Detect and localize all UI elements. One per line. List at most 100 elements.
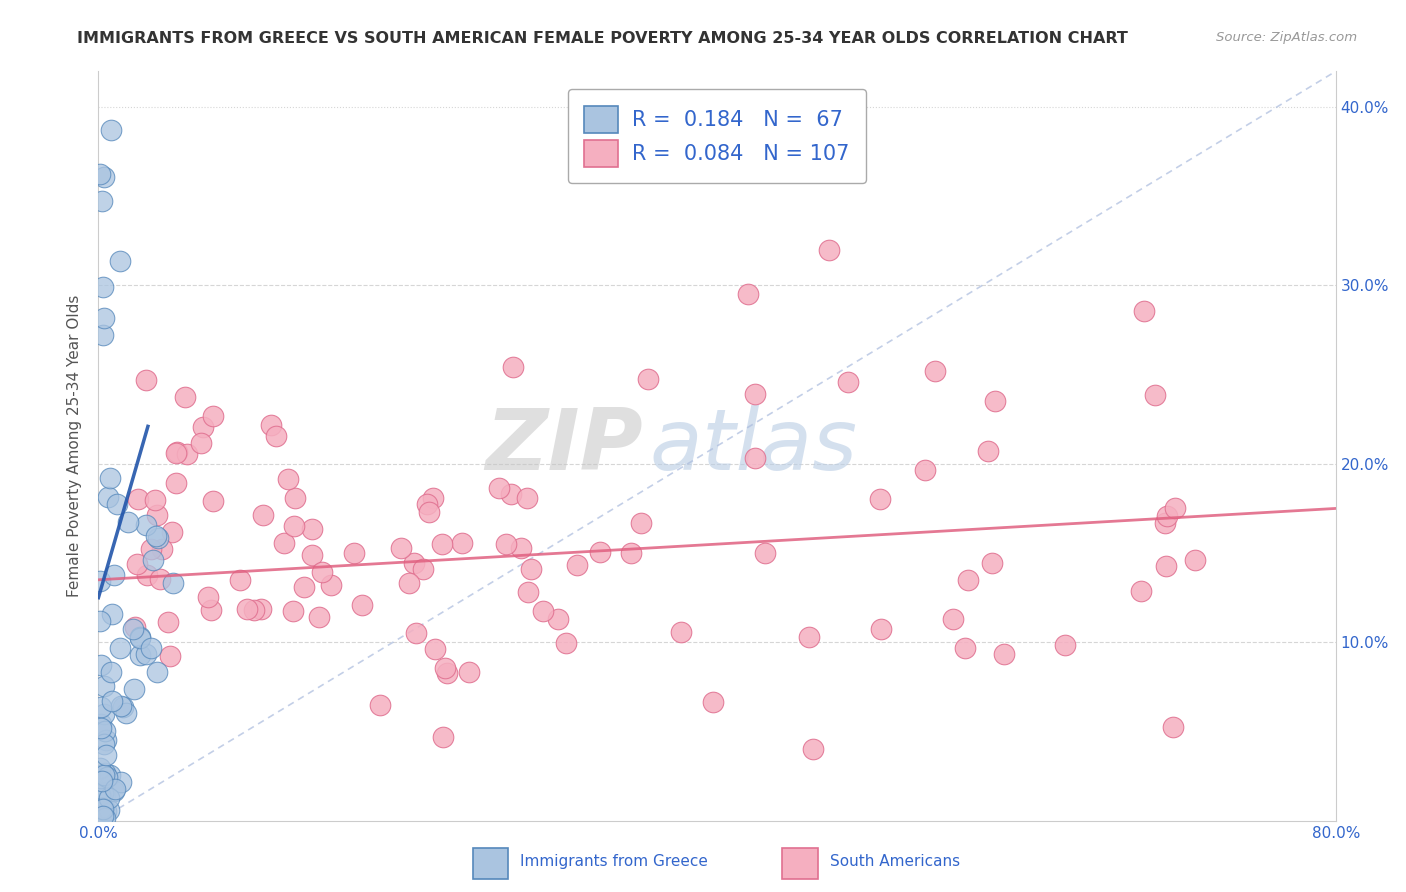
- Point: [93, 707, 115, 722]
- Point: [89, 788, 111, 802]
- Point: [139, 640, 162, 655]
- Legend: R =  0.184   N =  67, R =  0.084   N = 107: R = 0.184 N = 67, R = 0.084 N = 107: [568, 89, 866, 184]
- Point: [94, 733, 117, 747]
- Point: [488, 481, 510, 495]
- Point: [1164, 500, 1187, 515]
- Point: [201, 493, 224, 508]
- Point: [509, 541, 531, 555]
- Point: [117, 515, 139, 529]
- Point: [957, 573, 980, 587]
- Point: [398, 576, 420, 591]
- Point: [159, 649, 181, 664]
- Point: [91, 194, 114, 208]
- Point: [146, 508, 169, 522]
- Point: [89, 614, 111, 628]
- Point: [418, 505, 440, 519]
- Point: [803, 742, 825, 756]
- FancyBboxPatch shape: [782, 848, 818, 879]
- Point: [90, 801, 112, 815]
- Point: [531, 604, 554, 618]
- Point: [93, 767, 115, 781]
- Point: [458, 665, 481, 680]
- Point: [1156, 508, 1178, 523]
- Point: [516, 585, 538, 599]
- Point: [100, 665, 122, 679]
- Point: [104, 782, 127, 797]
- Point: [197, 590, 219, 604]
- Y-axis label: Female Poverty Among 25-34 Year Olds: Female Poverty Among 25-34 Year Olds: [67, 295, 83, 597]
- Point: [637, 372, 659, 386]
- Point: [93, 679, 115, 693]
- Point: [115, 706, 138, 721]
- Point: [416, 497, 439, 511]
- Point: [91, 327, 114, 342]
- Text: South Americans: South Americans: [830, 855, 960, 869]
- Point: [993, 647, 1015, 661]
- FancyBboxPatch shape: [472, 848, 509, 879]
- Point: [129, 648, 152, 662]
- Point: [90, 700, 112, 714]
- Point: [301, 522, 323, 536]
- Point: [90, 657, 112, 672]
- Point: [93, 737, 115, 751]
- Point: [125, 557, 148, 571]
- Point: [1054, 638, 1077, 652]
- Point: [89, 167, 111, 181]
- Point: [124, 620, 146, 634]
- Point: [165, 475, 187, 490]
- Text: Source: ZipAtlas.com: Source: ZipAtlas.com: [1216, 31, 1357, 45]
- Point: [425, 642, 447, 657]
- Point: [100, 123, 122, 137]
- Point: [89, 761, 111, 775]
- Point: [502, 359, 524, 374]
- Point: [980, 556, 1002, 570]
- Point: [1143, 388, 1166, 402]
- Point: [110, 698, 132, 713]
- Point: [201, 409, 224, 423]
- Point: [430, 536, 453, 550]
- Point: [135, 568, 157, 582]
- Point: [869, 623, 891, 637]
- Point: [797, 630, 820, 644]
- Point: [260, 417, 283, 432]
- Point: [744, 451, 766, 466]
- Point: [97, 490, 120, 504]
- Point: [284, 491, 307, 506]
- Point: [149, 572, 172, 586]
- Point: [292, 580, 315, 594]
- Point: [166, 445, 188, 459]
- Point: [98, 768, 121, 782]
- Point: [93, 170, 115, 185]
- Point: [321, 578, 343, 592]
- Point: [162, 575, 184, 590]
- Point: [236, 602, 259, 616]
- Point: [96, 748, 118, 763]
- Point: [110, 254, 132, 268]
- Point: [1154, 516, 1177, 531]
- Point: [1154, 558, 1177, 573]
- Point: [89, 574, 111, 589]
- Point: [103, 568, 125, 582]
- Point: [94, 787, 117, 801]
- Text: Immigrants from Greece: Immigrants from Greece: [520, 855, 709, 869]
- Point: [176, 447, 198, 461]
- Point: [146, 665, 169, 679]
- Point: [90, 721, 112, 735]
- Point: [141, 541, 163, 556]
- Point: [495, 537, 517, 551]
- Point: [252, 508, 274, 522]
- Point: [432, 730, 454, 744]
- Point: [869, 491, 891, 506]
- Text: atlas: atlas: [650, 404, 858, 488]
- Point: [146, 532, 169, 546]
- Point: [128, 631, 150, 645]
- Point: [143, 492, 166, 507]
- Text: IMMIGRANTS FROM GREECE VS SOUTH AMERICAN FEMALE POVERTY AMONG 25-34 YEAR OLDS CO: IMMIGRANTS FROM GREECE VS SOUTH AMERICAN…: [77, 31, 1128, 46]
- Point: [308, 610, 330, 624]
- Point: [402, 556, 425, 570]
- Point: [1129, 584, 1152, 599]
- Point: [942, 612, 965, 626]
- Point: [97, 790, 120, 805]
- Point: [433, 661, 456, 675]
- Point: [516, 491, 538, 505]
